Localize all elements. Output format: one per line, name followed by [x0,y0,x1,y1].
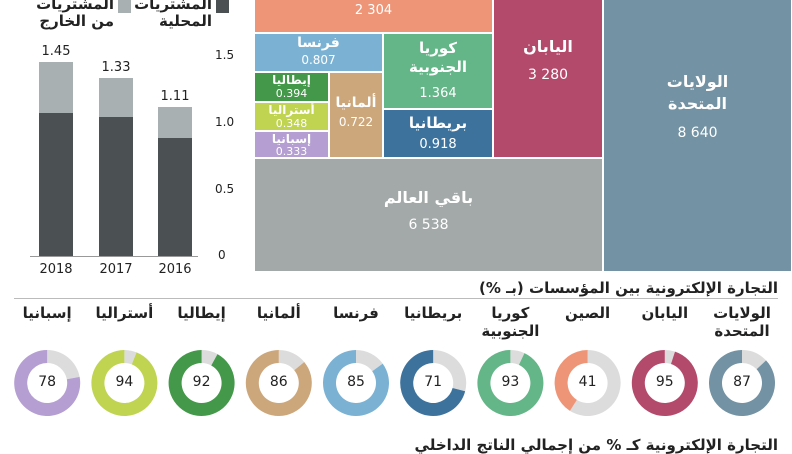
legend-label-foreign: المشتريات من الخارج [36,0,114,30]
donut-country-label: فرنسا [333,304,379,322]
y-tick-label: 0.5 [215,182,235,196]
treemap-label: الولايات المتحدة [666,72,729,113]
y-tick-label: 1.0 [215,115,235,129]
treemap-cell-japan: اليابان 3 280 [493,0,603,158]
donut-value: 85 [347,374,365,390]
x-axis-line [30,256,198,257]
donut-remainder [47,350,80,380]
donut-slice [631,350,698,417]
donut-value: 71 [424,374,443,390]
donut-remainder [664,350,675,364]
donut-value: 94 [115,374,134,390]
donut-section-rule [14,298,778,299]
treemap-cell-britain: بريطانيا 0.918 [383,109,493,158]
donut-remainder [569,350,621,416]
x-tick-label: 2017 [99,262,133,277]
bar-domestic [39,112,73,256]
treemap-value: 8 640 [677,125,718,141]
treemap-label: باقي العالم [383,188,474,207]
treemap-value: 0.807 [301,53,336,67]
donut-value: 86 [269,374,288,390]
donut-country-label: ألمانيا [256,304,301,322]
donut-remainder [433,350,467,392]
treemap-value: 0.348 [275,117,308,130]
donut-country-label: إسبانيا [22,304,72,322]
donut-value: 92 [192,374,211,390]
treemap-cell-south-korea: كوريا الجنوبية 1.364 [383,33,493,109]
treemap-label: ألمانيا [335,95,377,111]
x-tick-label: 2018 [39,262,73,277]
treemap-label: كوريا الجنوبية [409,39,467,76]
treemap-cell-italy: إيطاليا 0.394 [254,72,329,102]
treemap-label: بريطانيا [408,114,468,132]
donut-value: 87 [733,374,751,390]
donut-slice [554,350,588,411]
donut-slice [477,350,544,416]
treemap-cell-rest-of-world: باقي العالم 6 538 [254,158,603,272]
donut-remainder [742,350,767,370]
donut-country-label: اليابان [641,304,689,322]
donut-country-label: الولايات المتحدة [713,304,771,340]
legend-label-domestic: المشتريات المحلية [134,0,212,30]
donut-country-label: الصين [565,304,611,322]
treemap-label: فرنسا [297,35,340,51]
legend-swatch-foreign [118,0,131,13]
donut-slice [14,350,81,416]
treemap-cell-france: فرنسا 0.807 [254,33,383,72]
donut-remainder [510,350,525,365]
treemap-label: اليابان [523,37,573,56]
treemap-cell-china: 2 304 [254,0,493,33]
treemap-label: إيطاليا [272,73,311,87]
donut-country-label: كوريا الجنوبية [481,304,540,340]
bar-domestic [158,138,192,256]
donut-country-label: إيطاليا [177,304,226,322]
treemap-cell-germany: ألمانيا 0.722 [329,72,383,158]
donut-slice [323,350,389,417]
treemap-cell-spain: إسبانيا 0.333 [254,131,329,158]
donut-value: 41 [578,374,597,390]
treemap-value: 0.918 [419,137,457,152]
donut-remainder [356,350,383,372]
treemap-value: 0.722 [338,115,374,129]
donut-remainder [201,350,218,366]
legend-swatch-domestic [216,0,229,13]
donut-slice [400,350,466,417]
treemap-value: 0.333 [275,145,308,158]
donut-section-title: التجارة الإلكترونية بين المؤسسات (بـ %) [479,279,778,297]
bottom-section-title: التجارة الإلكترونية كـ % من إجمالي النات… [414,436,778,454]
donut-slice [91,350,158,416]
bar-total-label: 1.45 [41,43,71,59]
donut-value: 93 [501,374,520,390]
treemap-label: إسبانيا [271,132,312,146]
donut-country-label: أستراليا [95,304,154,322]
y-tick-label: 0 [218,248,226,262]
bar-domestic [99,116,133,256]
treemap-value: 2 304 [354,3,393,18]
bar-total-label: 1.11 [160,89,190,105]
treemap-value: 6 538 [408,217,449,233]
donut-remainder [124,350,137,365]
donut-slice [245,350,312,417]
bar-total-label: 1.33 [101,59,131,75]
donut-remainder [278,350,305,371]
bar-foreign [158,107,192,139]
bar-foreign [99,77,133,117]
donut-value: 95 [655,374,674,390]
treemap-value: 1.364 [419,86,457,101]
donut-slice [168,350,235,417]
treemap-cell-australia: أستراليا 0.348 [254,102,329,131]
treemap-label: أستراليا [268,103,315,117]
donut-value: 78 [38,374,57,390]
treemap-value: 3 280 [527,67,569,83]
treemap-value: 0.394 [275,87,308,100]
y-tick-label: 1.5 [215,48,235,62]
donut-country-label: بريطانيا [404,304,463,322]
x-tick-label: 2016 [158,262,192,277]
bar-foreign [39,61,73,113]
donut-slice [709,350,776,417]
